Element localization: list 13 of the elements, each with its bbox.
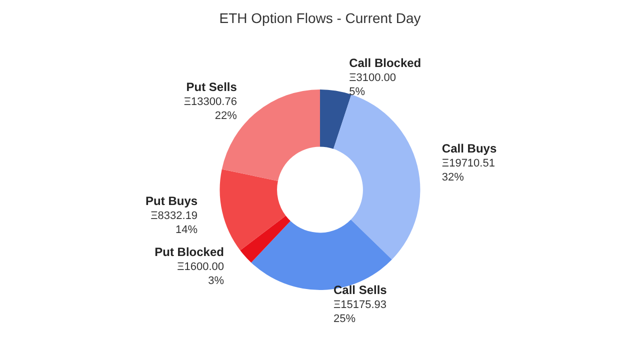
chart-title: ETH Option Flows - Current Day bbox=[219, 10, 421, 26]
slice-label: Put Blocked bbox=[154, 245, 224, 260]
slice-label: Put Buys bbox=[146, 194, 198, 208]
data-label: Ξ3100.00 5% bbox=[349, 72, 396, 98]
slice-label: Call Sells bbox=[333, 282, 388, 297]
data-label: Ξ13300.76 22% bbox=[184, 96, 238, 122]
data-label: Ξ1600.00 3% bbox=[177, 261, 224, 288]
slice-label: Call Buys bbox=[442, 141, 497, 156]
data-label: Ξ19710.51 32% bbox=[442, 157, 495, 184]
data-label: Ξ8332.19 14% bbox=[150, 210, 198, 236]
slice-label: Call Blocked bbox=[349, 56, 422, 70]
slice-label: Put Sells bbox=[186, 80, 238, 94]
data-label: Ξ15175.93 25% bbox=[333, 298, 387, 325]
